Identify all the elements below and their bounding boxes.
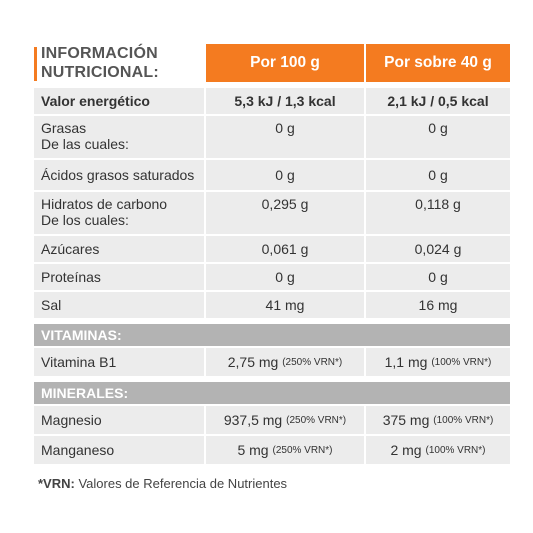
vrn-percent: (250% VRN*)	[282, 356, 343, 368]
table-row-salt: Sal 41 mg 16 mg	[34, 292, 510, 318]
table-row-vitamin-b1: Vitamina B1 2,75 mg (250% VRN*) 1,1 mg (…	[34, 348, 510, 376]
value-per-100g: 41 mg	[265, 297, 305, 313]
row-label: Valor energético	[41, 93, 150, 109]
value-per-sobre: 0 g	[428, 269, 448, 285]
amount: 2 mg	[390, 442, 422, 458]
row-label-line-1: Grasas	[41, 120, 87, 136]
amount: 1,1 mg	[384, 354, 428, 370]
value-per-sobre: 2 mg (100% VRN*)	[366, 436, 510, 464]
table-row-protein: Proteínas 0 g 0 g	[34, 264, 510, 290]
title-line-1: INFORMACIÓN	[41, 45, 158, 62]
row-label-line-2: De los cuales:	[41, 212, 129, 228]
row-label: Grasas De las cuales:	[34, 116, 204, 158]
row-label-line-1: Hidratos de carbono	[41, 196, 168, 212]
vrn-percent: (100% VRN*)	[433, 414, 494, 426]
value-per-sobre: 375 mg (100% VRN*)	[366, 406, 510, 434]
table-row-carbs: Hidratos de carbono De los cuales: 0,295…	[34, 192, 510, 234]
row-label: Vitamina B1	[41, 354, 117, 370]
value-per-100g: 5,3 kJ / 1,3 kcal	[234, 93, 336, 109]
value-per-100g: 937,5 mg (250% VRN*)	[206, 406, 364, 434]
footnote-marker: *VRN:	[38, 476, 75, 491]
vrn-percent: (100% VRN*)	[425, 444, 486, 456]
table-row-magnesium: Magnesio 937,5 mg (250% VRN*) 375 mg (10…	[34, 406, 510, 434]
amount: 2,75 mg	[227, 354, 279, 370]
row-label: Azúcares	[41, 241, 100, 257]
row-label: Ácidos grasos saturados	[41, 167, 195, 183]
row-label: Magnesio	[41, 412, 102, 428]
value-per-sobre: 0,024 g	[414, 241, 462, 257]
table-row-manganese: Manganeso 5 mg (250% VRN*) 2 mg (100% VR…	[34, 436, 510, 464]
row-label-line-2: De las cuales:	[41, 136, 129, 152]
value-per-100g: 0,061 g	[261, 241, 309, 257]
amount: 937,5 mg	[223, 412, 283, 428]
title-line-2: NUTRICIONAL:	[41, 64, 159, 81]
vrn-percent: (100% VRN*)	[431, 356, 492, 368]
table-row-sugars: Azúcares 0,061 g 0,024 g	[34, 236, 510, 262]
column-header-per-sobre: Por sobre 40 g	[366, 44, 510, 82]
vrn-percent: (250% VRN*)	[286, 414, 347, 426]
vrn-percent: (250% VRN*)	[272, 444, 333, 456]
table-title: INFORMACIÓN NUTRICIONAL:	[34, 44, 204, 82]
amount: 5 mg	[237, 442, 269, 458]
table-row-saturated: Ácidos grasos saturados 0 g 0 g	[34, 160, 510, 190]
section-header-vitamins: VITAMINAS:	[34, 324, 510, 346]
value-per-100g: 0 g	[275, 269, 295, 285]
value-per-100g: 0,295 g	[261, 196, 309, 212]
table-row-fat: Grasas De las cuales: 0 g 0 g	[34, 116, 510, 158]
section-header-minerals: MINERALES:	[34, 382, 510, 404]
value-per-100g: 0 g	[275, 120, 295, 136]
footnote: *VRN: Valores de Referencia de Nutriente…	[38, 476, 287, 491]
row-label: Manganeso	[41, 442, 115, 458]
value-per-100g: 0 g	[275, 167, 295, 183]
value-per-sobre: 0,118 g	[415, 196, 461, 212]
column-header-per-100g: Por 100 g	[206, 44, 364, 82]
amount: 375 mg	[382, 412, 430, 428]
row-label: Hidratos de carbono De los cuales:	[34, 192, 204, 234]
value-per-sobre: 0 g	[428, 167, 448, 183]
table-row-energy: Valor energético 5,3 kJ / 1,3 kcal 2,1 k…	[34, 88, 510, 114]
value-per-sobre: 2,1 kJ / 0,5 kcal	[387, 93, 489, 109]
value-per-sobre: 1,1 mg (100% VRN*)	[366, 348, 510, 376]
footnote-text: Valores de Referencia de Nutrientes	[74, 476, 288, 491]
value-per-100g: 2,75 mg (250% VRN*)	[206, 348, 364, 376]
row-label: Proteínas	[41, 269, 101, 285]
value-per-sobre: 16 mg	[418, 297, 458, 313]
value-per-sobre: 0 g	[428, 120, 448, 136]
value-per-100g: 5 mg (250% VRN*)	[206, 436, 364, 464]
title-accent-bar	[34, 47, 37, 81]
row-label: Sal	[41, 297, 62, 313]
